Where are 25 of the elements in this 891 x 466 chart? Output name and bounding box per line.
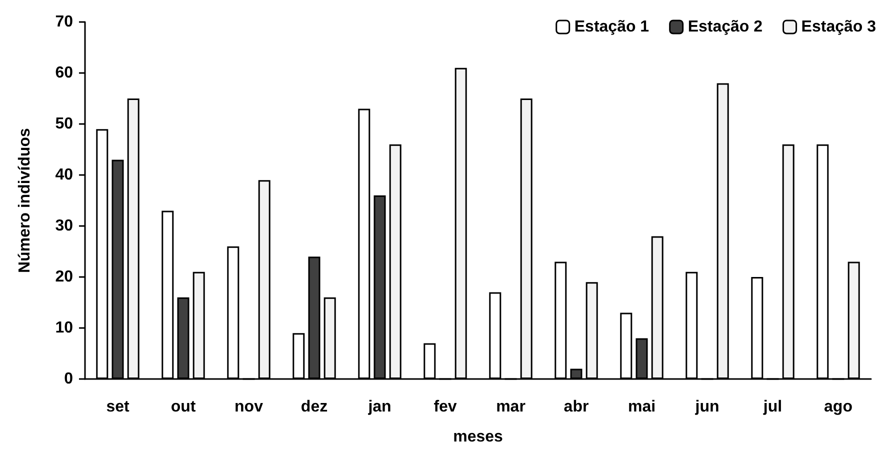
x-axis-title: meses	[453, 428, 504, 446]
x-tick-label: ago	[824, 398, 853, 416]
x-tick-label: out	[170, 398, 196, 416]
y-tick-label: 0	[64, 370, 74, 388]
x-tick-label: jan	[367, 398, 392, 416]
x-tick-label: fev	[434, 398, 457, 416]
y-axis-title: Número indivíduos	[16, 128, 34, 273]
x-tick-label: dez	[300, 398, 328, 416]
x-tick-label: nov	[234, 398, 264, 416]
y-tick-label: 20	[55, 268, 74, 286]
y-tick-label: 40	[55, 166, 74, 184]
legend-label: Estação 3	[801, 18, 876, 36]
y-tick-label: 50	[55, 116, 74, 132]
y-tick-label: 10	[55, 320, 74, 336]
x-tick-label: set	[106, 398, 130, 416]
x-tick-label: abr	[564, 398, 589, 416]
x-tick-label: mar	[496, 398, 526, 416]
x-tick-label: jun	[694, 398, 720, 416]
y-tick-label: 70	[55, 14, 74, 30]
legend-label: Estação 2	[688, 18, 763, 36]
y-tick-label: 60	[55, 64, 74, 82]
y-tick-label: 30	[55, 218, 74, 234]
x-tick-label: jul	[762, 398, 782, 416]
legend-label: Estação 1	[574, 18, 650, 36]
x-tick-label: mai	[628, 398, 656, 416]
